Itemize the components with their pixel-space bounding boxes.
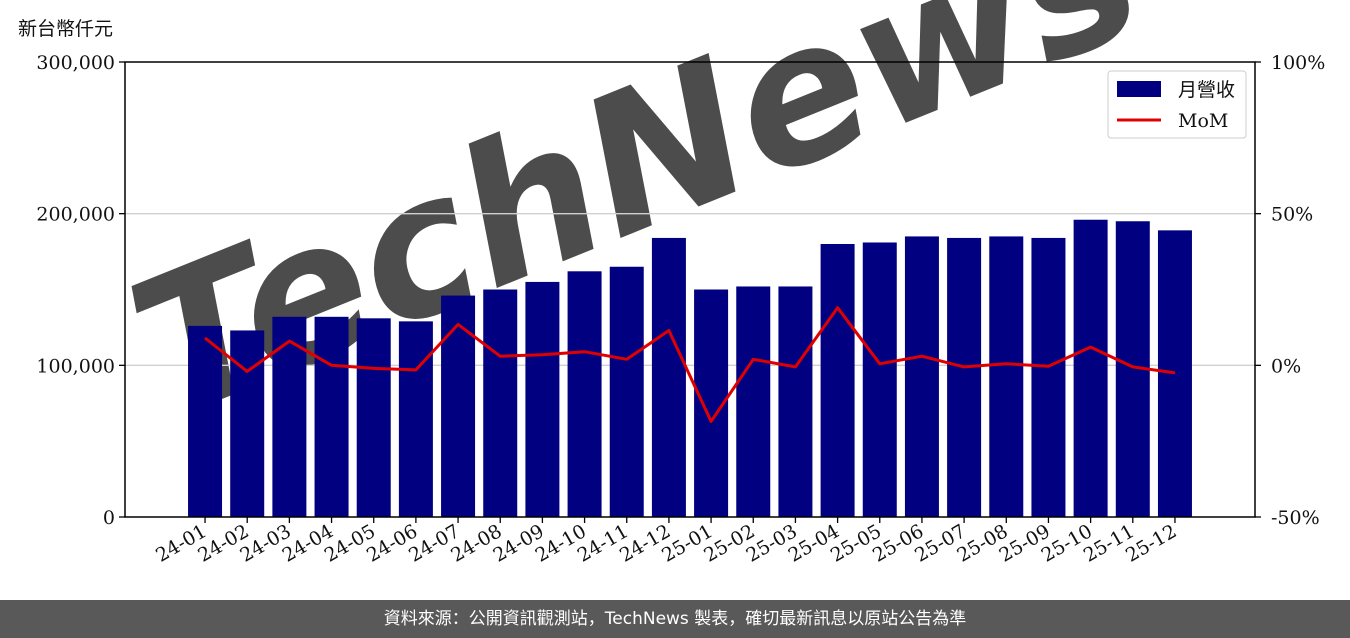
right-tick-label: 0% bbox=[1271, 355, 1301, 377]
y-axis-unit-label: 新台幣仟元 bbox=[18, 18, 114, 40]
bar-25-03 bbox=[778, 286, 813, 517]
bars bbox=[188, 219, 1192, 517]
bar-25-07 bbox=[947, 237, 982, 517]
left-tick-label: 200,000 bbox=[36, 204, 115, 226]
left-tick-label: 0 bbox=[103, 507, 115, 529]
bar-24-11 bbox=[609, 266, 644, 517]
left-tick-label: 100,000 bbox=[36, 355, 115, 377]
bar-24-08 bbox=[483, 289, 518, 517]
mom-series-line bbox=[204, 306, 1176, 423]
bar-25-06 bbox=[904, 236, 939, 517]
left-tick-label: 300,000 bbox=[36, 52, 115, 74]
bar-24-06 bbox=[398, 321, 433, 517]
legend-swatch-revenue bbox=[1117, 81, 1161, 97]
bar-24-04 bbox=[314, 316, 349, 517]
bar-25-09 bbox=[1031, 237, 1066, 517]
bar-24-09 bbox=[525, 281, 560, 517]
grid-lines bbox=[125, 213, 1255, 366]
bar-24-07 bbox=[441, 295, 476, 517]
right-tick-label: -50% bbox=[1271, 507, 1320, 529]
bar-24-01 bbox=[188, 325, 223, 517]
bar-24-12 bbox=[651, 237, 686, 517]
bar-25-05 bbox=[862, 242, 897, 517]
bar-24-05 bbox=[356, 318, 391, 517]
bar-25-08 bbox=[989, 236, 1024, 517]
source-footer: 資料來源：公開資訊觀測站，TechNews 製表，確切最新訊息以原站公告為準 bbox=[0, 600, 1350, 638]
bar-25-12 bbox=[1157, 230, 1192, 517]
bar-25-04 bbox=[820, 244, 855, 517]
legend-label-mom: MoM bbox=[1178, 110, 1228, 132]
plot-frame bbox=[124, 61, 1256, 518]
legend: 月營收 MoM bbox=[1107, 70, 1247, 139]
mom-line bbox=[204, 306, 1176, 423]
revenue-chart: TechNews 0100,000200,000300,000-50%0%50%… bbox=[36, 0, 1325, 567]
bar-24-02 bbox=[230, 330, 265, 517]
right-tick-label: 100% bbox=[1271, 52, 1325, 74]
bar-25-02 bbox=[736, 286, 771, 517]
right-tick-label: 50% bbox=[1271, 204, 1313, 226]
bar-24-10 bbox=[567, 271, 602, 517]
bar-25-10 bbox=[1073, 219, 1108, 517]
legend-label-revenue: 月營收 bbox=[1178, 79, 1235, 101]
